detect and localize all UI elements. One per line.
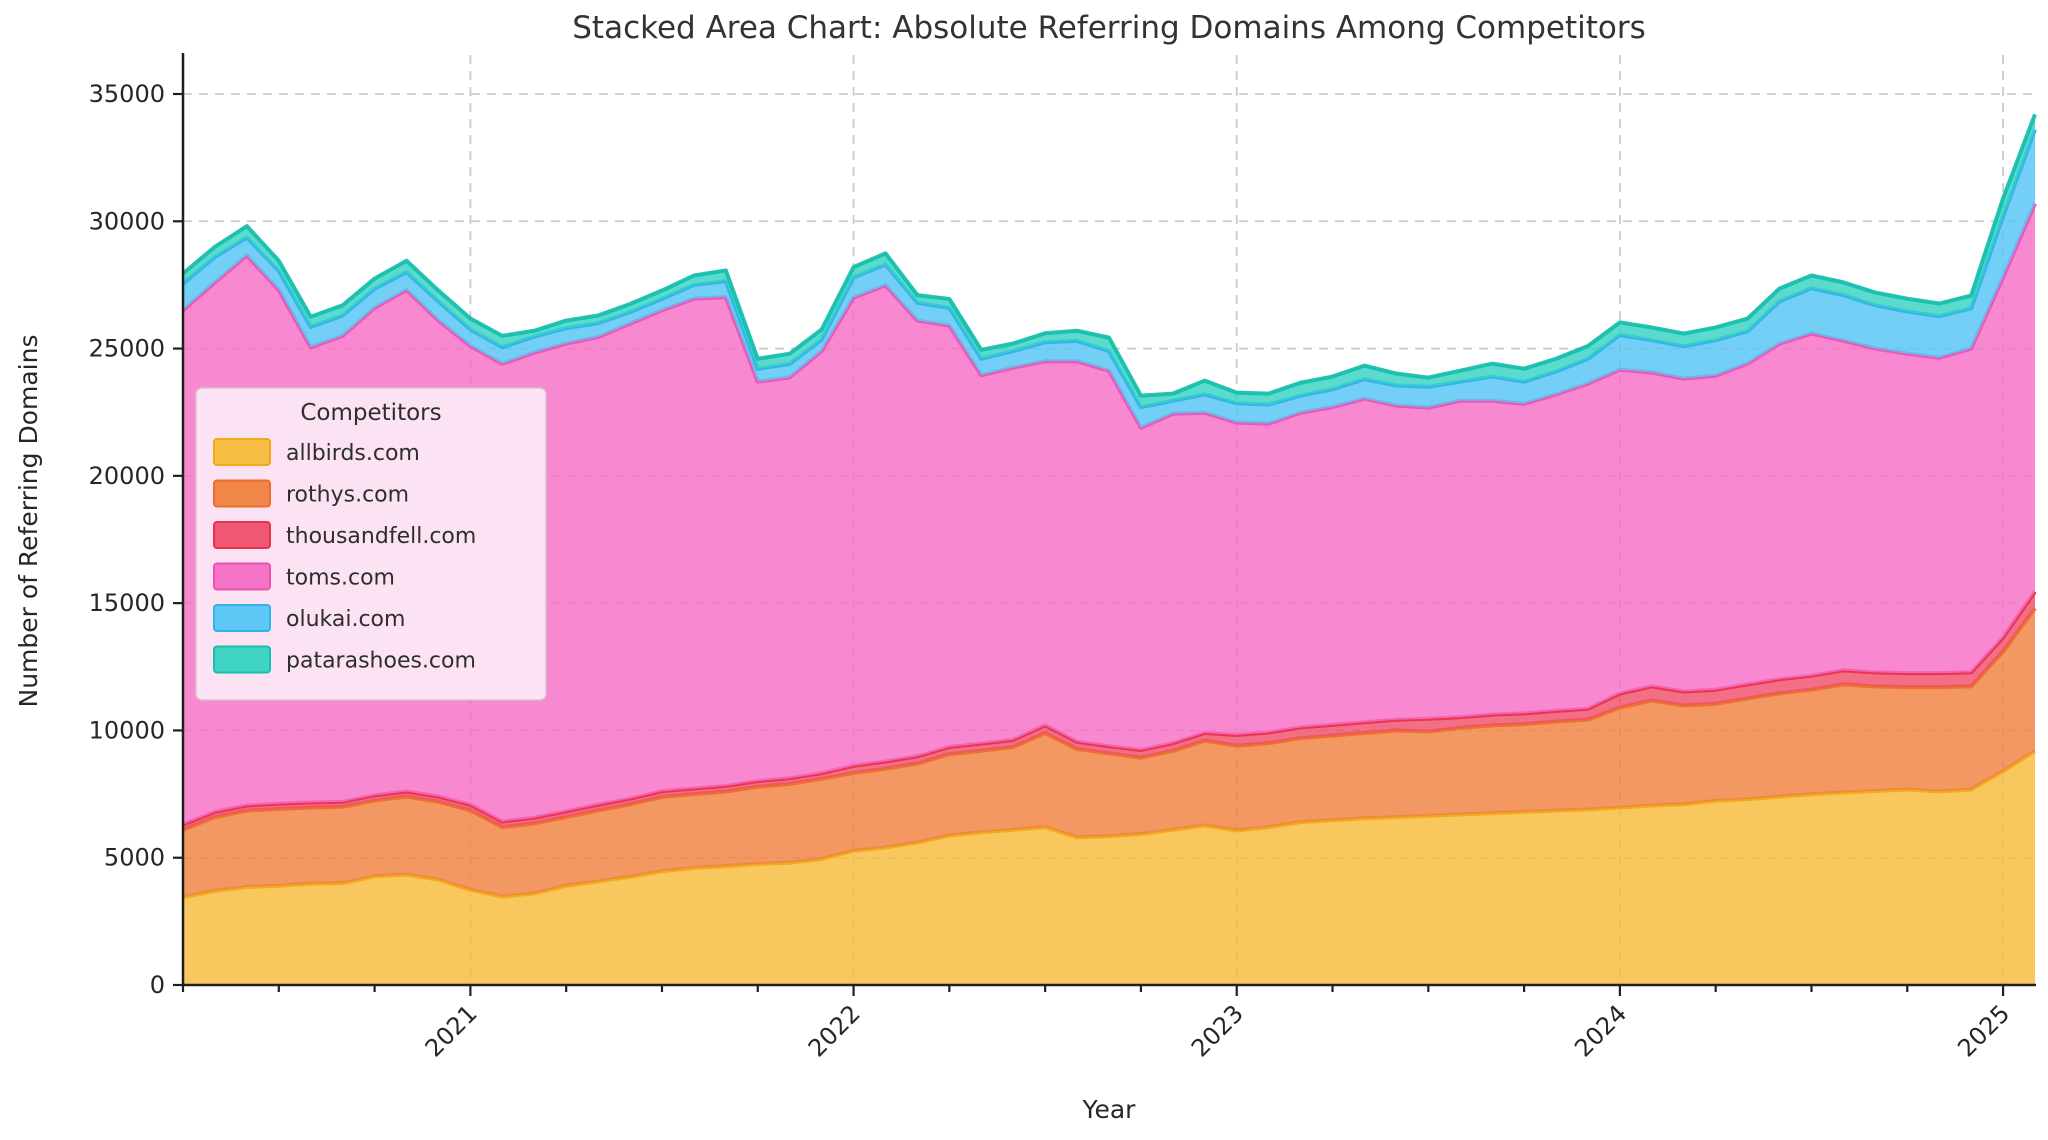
legend-label: olukai.com [286, 607, 405, 632]
legend-swatch-icon [213, 438, 271, 466]
y-tick-label: 35000 [89, 80, 165, 108]
line-patarashoes [181, 113, 2037, 398]
x-tick-label: 2024 [1569, 999, 1632, 1062]
legend-item-thousandfell: thousandfell.com [213, 521, 476, 549]
chart-title: Stacked Area Chart: Absolute Referring D… [572, 10, 1646, 46]
legend-title: Competitors [300, 400, 441, 426]
x-tick-label: 2025 [1952, 999, 2015, 1062]
axes-spines [181, 53, 2036, 987]
legend-swatch-icon [213, 562, 271, 591]
legend-swatch-icon [213, 604, 271, 632]
x-axis-label: Year [1082, 1095, 1136, 1124]
ticks [173, 92, 2005, 996]
y-tick-label: 15000 [89, 589, 165, 617]
y-tick-label: 30000 [89, 207, 165, 235]
y-tick-label: 10000 [89, 716, 165, 744]
y-tick-labels: 0 5000 10000 15000 20000 25000 30000 35000 [89, 80, 165, 999]
x-tick-label: 2022 [803, 999, 866, 1062]
legend-item-patarashoes: patarashoes.com [213, 645, 476, 674]
x-tick-labels: 2021 2022 2023 2024 2025 [420, 999, 2016, 1062]
legend-item-toms: toms.com [213, 562, 395, 591]
legend-item-olukai: olukai.com [213, 604, 405, 632]
area-toms [183, 203, 2035, 825]
y-tick-label: 5000 [104, 844, 165, 872]
x-tick-label: 2021 [420, 999, 483, 1062]
y-axis-label: Number of Referring Domains [14, 334, 43, 708]
y-tick-label: 25000 [89, 335, 165, 363]
legend-swatch-icon [213, 645, 271, 674]
area-patarashoes [183, 114, 2035, 408]
legend-item-rothys: rothys.com [213, 479, 409, 508]
area-allbirds [183, 750, 2035, 985]
legend-label: rothys.com [286, 483, 409, 508]
legend-label: thousandfell.com [286, 524, 476, 549]
area-rothys [183, 608, 2035, 898]
legend-item-allbirds: allbirds.com [213, 438, 420, 466]
legend-box [195, 387, 547, 701]
legend-label: allbirds.com [286, 441, 420, 466]
legend-label: toms.com [286, 566, 395, 591]
legend-label: patarashoes.com [286, 649, 476, 674]
area-olukai [183, 129, 2035, 428]
legend-swatch-icon [213, 479, 271, 508]
x-tick-label: 2023 [1186, 999, 1249, 1062]
y-tick-label: 0 [150, 971, 165, 999]
legend-swatch-icon [213, 521, 271, 549]
legend: Competitors allbirds.com rothys.com thousan… [195, 387, 547, 701]
y-tick-label: 20000 [89, 462, 165, 490]
